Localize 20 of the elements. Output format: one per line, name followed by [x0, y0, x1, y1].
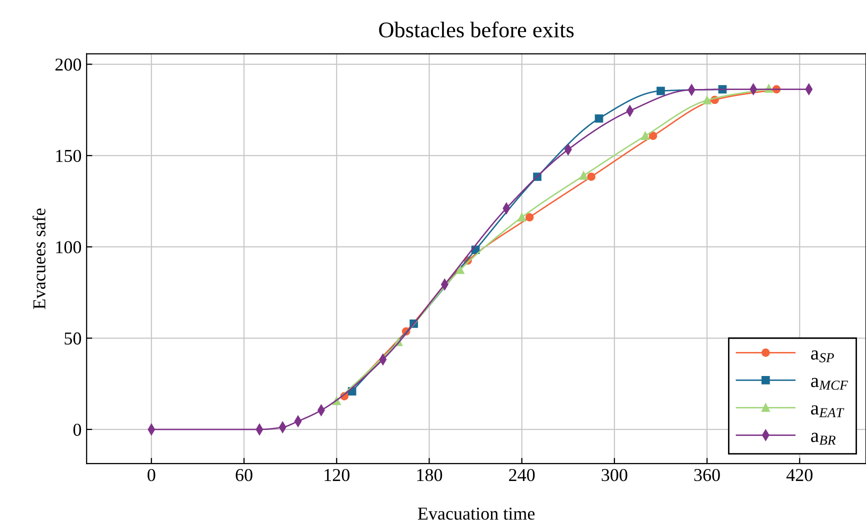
- x-tick-label: 0: [148, 468, 156, 482]
- x-tick-label: 360: [694, 468, 720, 482]
- y-tick-label: 200: [55, 58, 82, 71]
- x-tick-label: 420: [786, 468, 812, 482]
- x-tick-label: 60: [236, 468, 252, 482]
- x-axis-title: Evacuation time: [418, 508, 535, 520]
- y-tick-label: 150: [56, 150, 82, 162]
- x-tick-label: 180: [417, 468, 442, 482]
- y-tick-label: 100: [56, 241, 82, 254]
- legend-label: a$_{BR}$: [811, 432, 836, 445]
- y-axis-title: Evacuees safe: [32, 208, 46, 310]
- legend-label: a$_{MCF}$: [811, 378, 848, 390]
- y-tick-label: 0: [73, 424, 82, 436]
- y-tick-label: 50: [64, 332, 82, 345]
- legend-label: a$_{EAT}$: [811, 405, 844, 418]
- legend-label: a$_{SP}$: [811, 350, 834, 362]
- x-tick-label: 240: [509, 468, 535, 482]
- x-tick-label: 120: [324, 468, 350, 482]
- x-tick-label: 300: [602, 468, 628, 482]
- chart-title: Obstacles before exits: [379, 22, 574, 38]
